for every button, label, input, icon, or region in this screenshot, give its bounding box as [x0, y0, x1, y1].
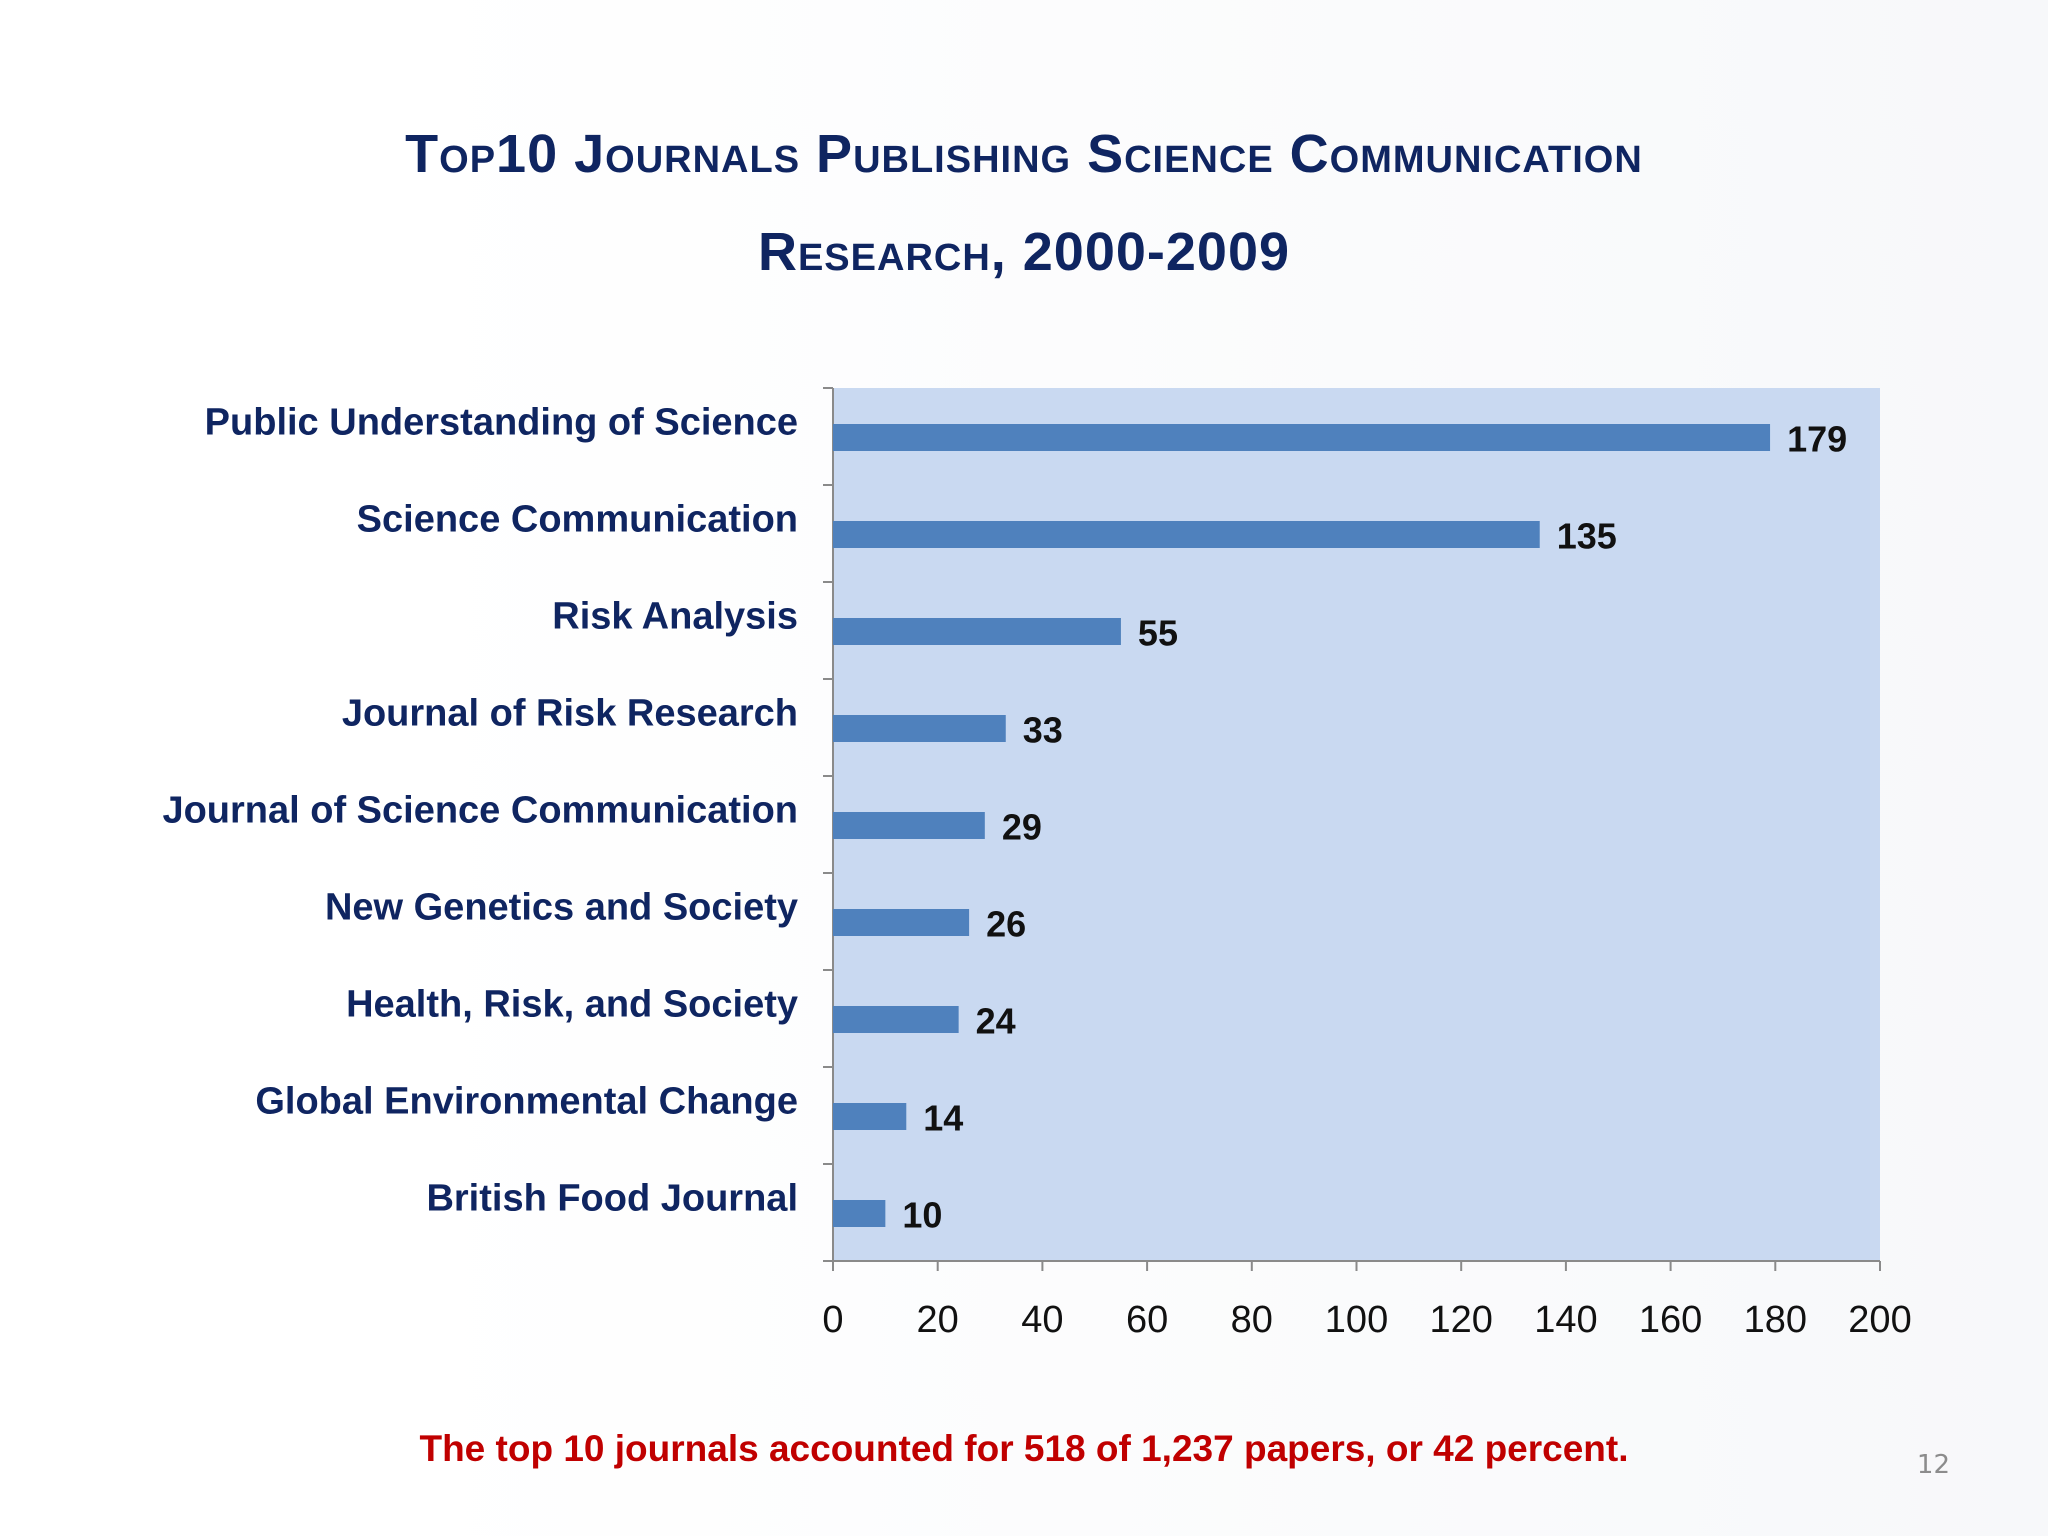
- x-tick-label: 180: [1744, 1299, 1807, 1341]
- x-tick-labels: 0 20 40 60 80 100 120 140 160 180 200: [822, 1299, 1911, 1341]
- bars: [833, 424, 1771, 1227]
- title-line-2: Research, 2000-2009: [757, 222, 1291, 282]
- page-number: 12: [1916, 1450, 1950, 1480]
- data-label: 10: [902, 1195, 942, 1236]
- plot-area: [833, 388, 1880, 1261]
- x-tick-label: 80: [1231, 1299, 1273, 1341]
- bar: [833, 1103, 907, 1130]
- data-label: 29: [1002, 807, 1042, 848]
- category-label: Global Environmental Change: [255, 1081, 798, 1123]
- data-labels: 179 135 55 33 29 26 24 14 10: [902, 419, 1847, 1236]
- data-label: 14: [923, 1098, 963, 1139]
- x-tick-label: 20: [917, 1299, 959, 1341]
- data-label: 179: [1787, 419, 1847, 460]
- bar: [833, 521, 1540, 548]
- data-label: 26: [986, 904, 1026, 945]
- x-tick-label: 0: [822, 1299, 843, 1341]
- bar: [833, 618, 1121, 645]
- x-tick-label: 40: [1021, 1299, 1063, 1341]
- data-label: 33: [1023, 710, 1063, 751]
- title-line-1: Top10 Journals Publishing Science Commun…: [405, 124, 1643, 184]
- category-label: Journal of Risk Research: [342, 693, 798, 735]
- x-tick-label: 140: [1534, 1299, 1597, 1341]
- bar: [833, 812, 985, 839]
- category-label: Journal of Science Communication: [162, 790, 798, 832]
- bar: [833, 424, 1771, 451]
- category-label: New Genetics and Society: [325, 887, 798, 929]
- category-label: British Food Journal: [426, 1178, 798, 1220]
- bar: [833, 1006, 959, 1033]
- data-label: 24: [976, 1001, 1016, 1042]
- category-label: Risk Analysis: [552, 596, 798, 638]
- bar: [833, 715, 1006, 742]
- x-tick-label: 60: [1126, 1299, 1168, 1341]
- footnote: The top 10 journals accounted for 518 of…: [419, 1428, 1629, 1469]
- bar: [833, 909, 970, 936]
- slide-title: Top10 Journals Publishing Science Commun…: [100, 105, 1948, 301]
- bar: [833, 1200, 886, 1227]
- x-tick-label: 160: [1639, 1299, 1702, 1341]
- x-tick-label: 100: [1325, 1299, 1388, 1341]
- x-tick-label: 200: [1848, 1299, 1911, 1341]
- category-labels: Public Understanding of Science Science C…: [162, 402, 798, 1220]
- x-tick-label: 120: [1429, 1299, 1492, 1341]
- data-label: 135: [1557, 516, 1617, 557]
- category-label: Health, Risk, and Society: [346, 984, 798, 1026]
- category-label: Public Understanding of Science: [205, 402, 798, 444]
- data-label: 55: [1138, 613, 1178, 654]
- category-label: Science Communication: [357, 499, 798, 541]
